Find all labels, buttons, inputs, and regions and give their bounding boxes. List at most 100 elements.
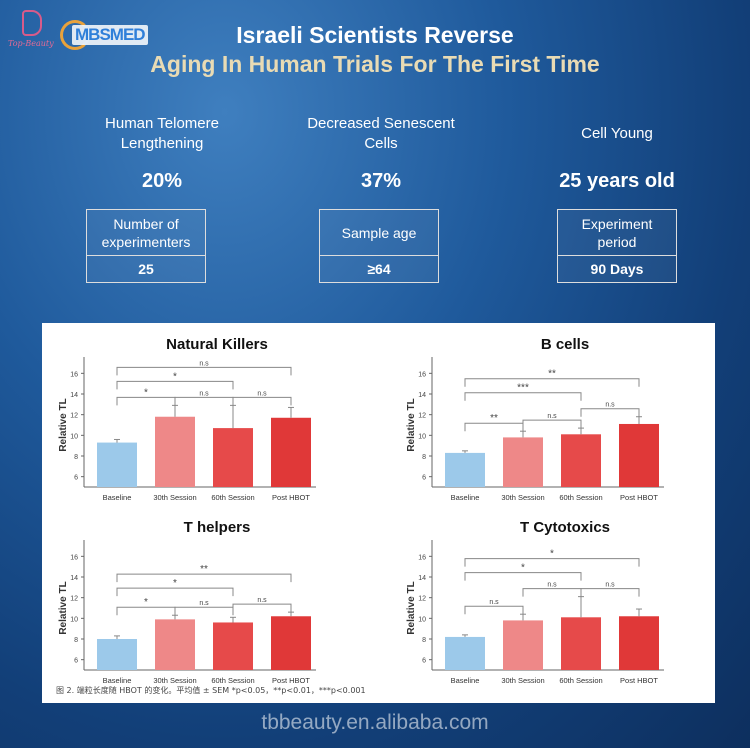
info-box-value: ≥64 xyxy=(367,261,391,277)
bar xyxy=(97,639,137,670)
y-tick-label: 12 xyxy=(418,596,426,603)
stat-label: Cell Young xyxy=(581,125,653,142)
significance-label: ** xyxy=(548,369,556,380)
bar xyxy=(445,636,485,670)
significance-label: * xyxy=(550,549,554,560)
y-tick-label: 16 xyxy=(70,554,78,561)
x-tick-label: Baseline xyxy=(451,493,480,502)
x-tick-label: Post HBOT xyxy=(620,676,658,685)
bar xyxy=(155,619,195,670)
x-tick-label: Post HBOT xyxy=(272,676,310,685)
y-tick-label: 16 xyxy=(418,554,426,561)
chart-title: T helpers xyxy=(184,519,251,536)
stat-label: Decreased Senescent Cells xyxy=(307,115,455,152)
significance-label: * xyxy=(521,563,525,574)
significance-label: n.s xyxy=(257,597,267,604)
significance-label: * xyxy=(173,371,177,382)
x-tick-label: 60th Session xyxy=(559,493,602,502)
significance-bracket xyxy=(232,396,292,406)
x-tick-label: 60th Session xyxy=(211,493,254,502)
significance-bracket xyxy=(522,588,582,597)
significance-bracket xyxy=(116,606,176,616)
top-beauty-logo: Top-Beauty xyxy=(8,10,56,50)
bar xyxy=(445,452,485,487)
mbsmed-logo-text: MBSMED xyxy=(72,25,148,45)
stat-label: Human Telomere Lengthening xyxy=(105,115,219,152)
stat-senescent: Decreased Senescent Cells 37% xyxy=(291,112,471,193)
y-axis-label: Relative TL xyxy=(406,398,417,451)
significance-bracket xyxy=(116,380,234,390)
significance-bracket xyxy=(116,587,234,597)
y-axis-label: Relative TL xyxy=(406,581,417,634)
x-tick-label: 60th Session xyxy=(211,676,254,685)
x-tick-label: Baseline xyxy=(103,493,132,502)
x-tick-label: 30th Session xyxy=(501,493,544,502)
significance-bracket xyxy=(464,422,524,432)
y-tick-label: 14 xyxy=(418,392,426,399)
significance-label: * xyxy=(173,578,177,589)
y-tick-label: 6 xyxy=(422,658,426,665)
y-tick-label: 14 xyxy=(70,575,78,582)
info-box-label: Number of experimenters xyxy=(87,210,205,256)
significance-bracket xyxy=(580,588,640,597)
info-box-label: Sample age xyxy=(320,210,438,256)
significance-label: n.s xyxy=(547,582,557,589)
y-tick-label: 6 xyxy=(74,475,78,482)
y-tick-label: 12 xyxy=(70,413,78,420)
stat-value: 25 years old xyxy=(559,170,675,192)
significance-label: * xyxy=(144,387,148,398)
significance-label: n.s xyxy=(605,582,615,589)
significance-bracket xyxy=(464,392,582,401)
significance-bracket xyxy=(464,572,582,581)
y-tick-label: 8 xyxy=(74,454,78,461)
y-tick-label: 6 xyxy=(74,658,78,665)
top-beauty-mark-icon xyxy=(22,10,42,36)
x-tick-label: Post HBOT xyxy=(272,493,310,502)
bar xyxy=(271,417,311,487)
x-tick-label: 60th Session xyxy=(559,676,602,685)
significance-label: * xyxy=(144,597,148,608)
bar xyxy=(561,617,601,670)
y-tick-label: 10 xyxy=(418,616,426,623)
chart-title: T Cytotoxics xyxy=(520,519,610,536)
stat-cell-young: Cell Young 25 years old xyxy=(527,112,707,193)
bar xyxy=(503,437,543,487)
x-tick-label: 30th Session xyxy=(153,493,196,502)
significance-label: ** xyxy=(200,564,208,575)
significance-bracket xyxy=(116,396,176,406)
x-tick-label: Post HBOT xyxy=(620,493,658,502)
significance-bracket xyxy=(464,558,640,567)
significance-bracket xyxy=(174,606,234,616)
y-tick-label: 12 xyxy=(70,596,78,603)
y-tick-label: 14 xyxy=(418,575,426,582)
info-box-sample-age: Sample age ≥64 xyxy=(319,209,439,283)
bar xyxy=(271,616,311,670)
footer-watermark: tbbeauty.en.alibaba.com xyxy=(261,711,489,734)
stat-value: 20% xyxy=(141,170,183,192)
y-axis-label: Relative TL xyxy=(58,581,69,634)
significance-label: *** xyxy=(517,383,529,394)
bar xyxy=(213,428,253,487)
significance-label: n.s xyxy=(257,390,267,397)
stat-value: 37% xyxy=(360,170,402,192)
y-axis-label: Relative TL xyxy=(58,398,69,451)
significance-bracket xyxy=(116,366,292,376)
x-tick-label: Baseline xyxy=(103,676,132,685)
y-tick-label: 14 xyxy=(70,392,78,399)
significance-bracket xyxy=(522,419,582,429)
bar xyxy=(503,620,543,670)
chart-figure: Natural Killers Relative TL 6 8 10 12 14 16 Base… xyxy=(56,336,664,695)
y-tick-label: 8 xyxy=(422,637,426,644)
stat-telomere: Human Telomere Lengthening 20% xyxy=(72,112,252,193)
significance-label: n.s xyxy=(547,413,557,420)
significance-bracket xyxy=(174,396,234,406)
x-tick-label: 30th Session xyxy=(501,676,544,685)
significance-bracket xyxy=(464,378,640,387)
bar xyxy=(619,616,659,670)
chart-panel: Natural Killers Relative TL 6 8 10 12 14 16 Base… xyxy=(42,323,715,703)
significance-bracket xyxy=(464,605,524,615)
significance-label: n.s xyxy=(199,360,209,367)
bar xyxy=(213,622,253,670)
x-tick-label: 30th Session xyxy=(153,676,196,685)
info-box-experimenters: Number of experimenters 25 xyxy=(86,209,206,283)
